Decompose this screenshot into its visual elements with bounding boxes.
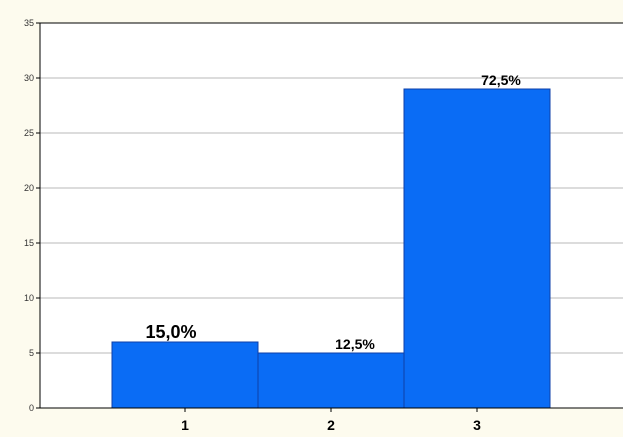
- y-tick-label: 0: [29, 403, 34, 413]
- x-tick-label: 2: [327, 417, 335, 433]
- y-tick-label: 10: [24, 293, 34, 303]
- bar-3: [403, 88, 551, 409]
- x-tick-label: 1: [181, 417, 189, 433]
- data-label: 15,0%: [145, 322, 196, 342]
- y-tick-label: 20: [24, 183, 34, 193]
- bar-1: [111, 341, 259, 409]
- data-labels: 15,0% 12,5% 72,5%: [145, 72, 521, 352]
- data-label: 12,5%: [335, 336, 375, 352]
- y-tick-label: 25: [24, 128, 34, 138]
- bars: [111, 88, 551, 409]
- bar-2: [257, 352, 405, 409]
- x-axis-tick-labels: 1 2 3: [181, 408, 481, 433]
- y-tick-label: 30: [24, 73, 34, 83]
- data-label: 72,5%: [481, 72, 521, 88]
- y-tick-label: 5: [29, 348, 34, 358]
- y-tick-label: 15: [24, 238, 34, 248]
- y-axis-tick-labels: 0 5 10 15 20 25 30 35: [24, 18, 40, 413]
- y-tick-label: 35: [24, 18, 34, 28]
- x-tick-label: 3: [473, 417, 481, 433]
